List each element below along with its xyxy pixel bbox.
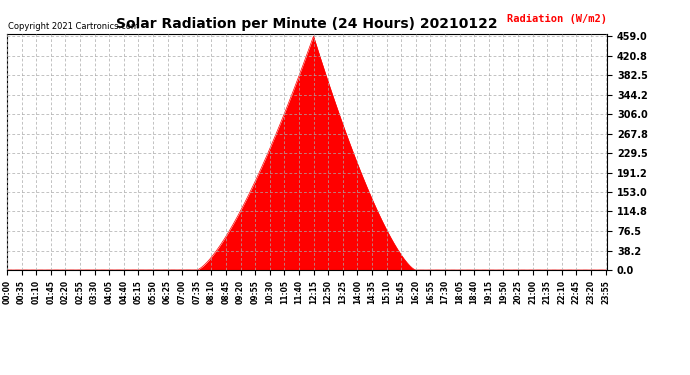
- Text: Copyright 2021 Cartronics.com: Copyright 2021 Cartronics.com: [8, 22, 139, 32]
- Text: Radiation (W/m2): Radiation (W/m2): [507, 14, 607, 24]
- Title: Solar Radiation per Minute (24 Hours) 20210122: Solar Radiation per Minute (24 Hours) 20…: [116, 17, 498, 31]
